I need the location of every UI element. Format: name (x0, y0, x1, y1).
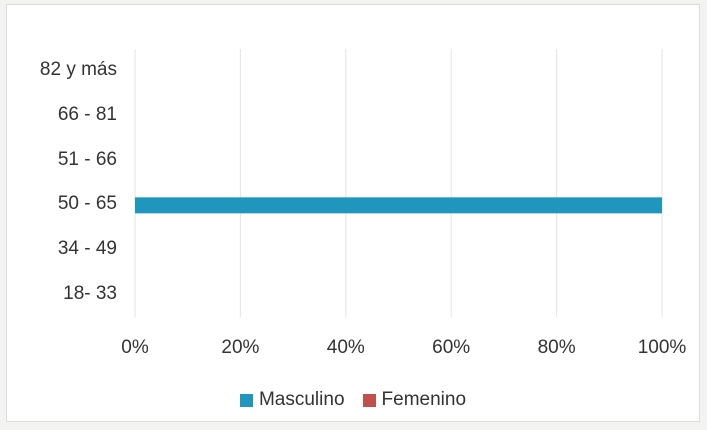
x-tick-label: 20% (221, 337, 260, 358)
y-tick-label: 18- 33 (63, 282, 117, 304)
x-tick-label: 40% (326, 337, 365, 358)
legend-swatch-masculino (239, 393, 253, 407)
x-tick-label: 80% (537, 337, 576, 358)
legend-label-masculino: Masculino (258, 389, 345, 410)
x-tick-label: 0% (121, 337, 149, 358)
chart-plot-area (134, 49, 663, 317)
y-tick-label: 66 - 81 (57, 104, 117, 125)
y-tick-label: 82 y más (39, 59, 117, 81)
legend-item-masculino: Masculino (239, 389, 345, 411)
legend-item-femenino: Femenino (362, 389, 467, 411)
x-tick-label: 100% (637, 337, 687, 358)
chart-legend: Masculino Femenino (7, 389, 699, 411)
chart-container: 18- 33 34 - 49 50 - 65 51 - 66 66 - 81 82 y m… (6, 4, 700, 422)
bar-masculino-2 (135, 197, 662, 214)
y-tick-label: 51 - 66 (57, 148, 117, 170)
legend-label-femenino: Femenino (381, 389, 467, 410)
legend-swatch-femenino (362, 393, 376, 407)
y-tick-label: 50 - 65 (57, 193, 117, 215)
y-tick-label: 34 - 49 (57, 238, 117, 259)
x-tick-label: 60% (432, 337, 471, 358)
